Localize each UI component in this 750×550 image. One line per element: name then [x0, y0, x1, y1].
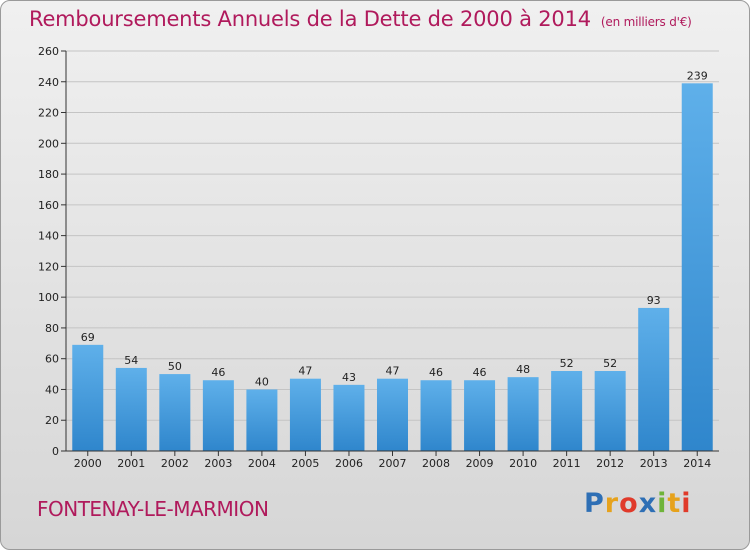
bar	[289, 378, 321, 451]
data-label: 239	[687, 69, 708, 82]
data-label: 47	[298, 365, 312, 378]
bar	[246, 389, 278, 451]
bar	[333, 384, 365, 451]
x-tick-label: 2011	[553, 457, 581, 470]
logo-letter: o	[619, 488, 639, 519]
y-tick-label: 80	[45, 322, 59, 335]
y-tick-label: 240	[38, 76, 59, 89]
x-tick-label: 2014	[683, 457, 711, 470]
data-label: 52	[603, 357, 617, 370]
data-label: 46	[473, 366, 487, 379]
data-label: 54	[124, 354, 138, 367]
y-tick-label: 220	[38, 107, 59, 120]
y-tick-label: 20	[45, 414, 59, 427]
y-tick-label: 160	[38, 199, 59, 212]
logo-letter: x	[638, 488, 658, 519]
location-name: FONTENAY-LE-MARMION	[37, 497, 269, 521]
bar	[594, 371, 626, 451]
logo-letter: t	[667, 488, 682, 519]
data-label: 46	[211, 366, 225, 379]
bar	[377, 378, 408, 451]
chart-title: Remboursements Annuels de la Dette de 20…	[29, 7, 692, 31]
data-label: 69	[81, 331, 95, 344]
x-tick-label: 2006	[335, 457, 363, 470]
x-tick-label: 2012	[596, 457, 624, 470]
logo-letter: i	[657, 488, 668, 519]
data-label: 52	[560, 357, 574, 370]
data-label: 40	[255, 375, 269, 388]
bar	[159, 374, 191, 451]
bar	[464, 380, 496, 451]
y-tick-label: 0	[52, 445, 59, 458]
x-tick-label: 2007	[379, 457, 407, 470]
y-tick-label: 120	[38, 260, 59, 273]
bar	[72, 344, 104, 451]
x-tick-label: 2001	[117, 457, 145, 470]
x-tick-label: 2013	[640, 457, 668, 470]
y-tick-label: 60	[45, 353, 59, 366]
logo-letter: i	[681, 488, 692, 519]
bar	[681, 83, 713, 452]
x-tick-label: 2008	[422, 457, 450, 470]
chart-unit: (en milliers d'€)	[600, 15, 692, 29]
x-tick-label: 2005	[291, 457, 319, 470]
x-tick-label: 2009	[466, 457, 494, 470]
x-tick-label: 2004	[248, 457, 276, 470]
bar	[638, 307, 670, 451]
y-tick-label: 200	[38, 137, 59, 150]
data-label: 47	[386, 365, 400, 378]
logo-letter: P	[584, 488, 605, 519]
bar	[115, 367, 147, 451]
data-label: 50	[168, 360, 182, 373]
y-tick-label: 260	[38, 45, 59, 58]
bar	[420, 380, 452, 451]
bar	[551, 371, 583, 451]
x-tick-label: 2000	[74, 457, 102, 470]
y-tick-label: 40	[45, 383, 59, 396]
data-label: 46	[429, 366, 443, 379]
data-label: 93	[647, 294, 661, 307]
y-tick-label: 180	[38, 168, 59, 181]
y-tick-label: 100	[38, 291, 59, 304]
data-label: 43	[342, 371, 356, 384]
bar	[202, 380, 234, 451]
proxiti-logo: Proxiti	[584, 488, 692, 519]
data-label: 48	[516, 363, 530, 376]
x-tick-label: 2010	[509, 457, 537, 470]
bar	[507, 377, 539, 451]
logo-letter: r	[604, 488, 620, 519]
x-tick-label: 2003	[204, 457, 232, 470]
x-tick-label: 2002	[161, 457, 189, 470]
y-tick-label: 140	[38, 230, 59, 243]
